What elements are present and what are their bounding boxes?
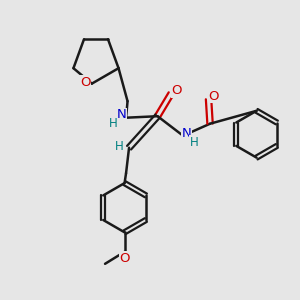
Text: N: N bbox=[117, 108, 126, 121]
Text: N: N bbox=[182, 127, 192, 140]
Text: O: O bbox=[171, 84, 182, 97]
Text: H: H bbox=[109, 117, 118, 130]
Text: H: H bbox=[190, 136, 199, 149]
Text: O: O bbox=[80, 76, 91, 88]
Text: H: H bbox=[115, 140, 124, 153]
Text: O: O bbox=[209, 90, 219, 103]
Text: O: O bbox=[119, 252, 130, 265]
